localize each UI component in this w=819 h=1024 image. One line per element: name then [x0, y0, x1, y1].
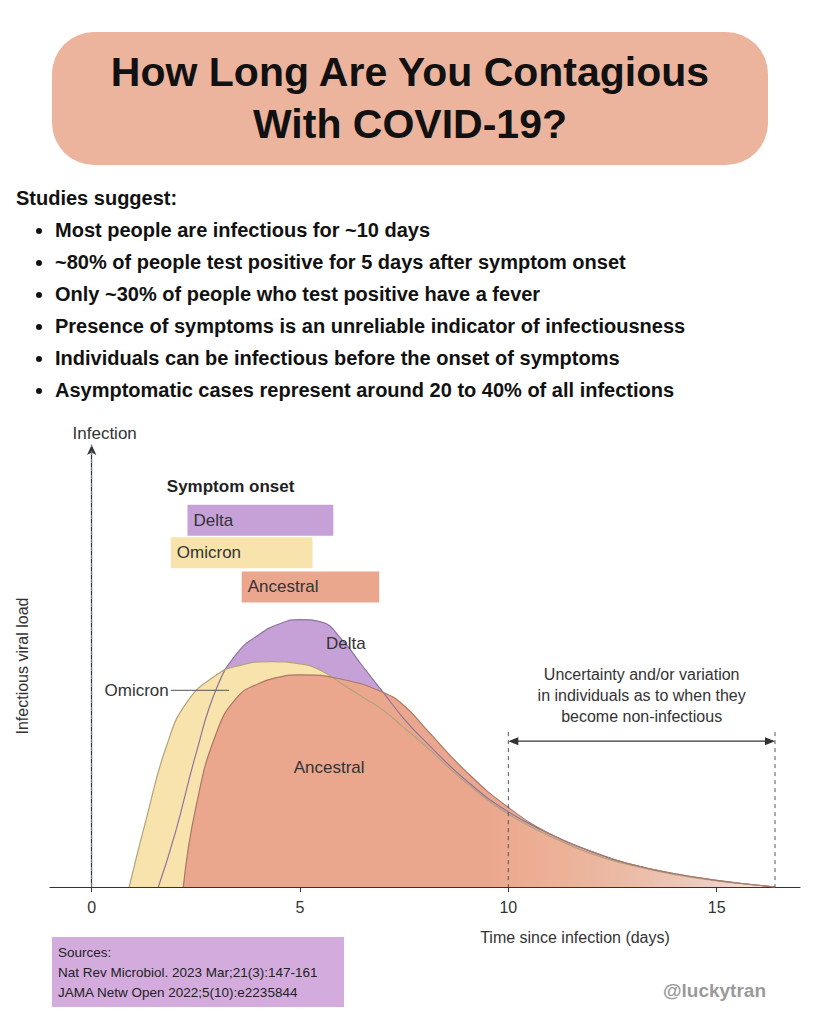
html-text:~80% of people test positive f: ~80% of people test positive for 5 days …: [55, 251, 626, 273]
svg-text:Time since infection (days): Time since infection (days): [480, 929, 670, 946]
svg-text:Infectious viral load: Infectious viral load: [14, 598, 31, 735]
html-text:@luckytran: @luckytran: [663, 980, 766, 1001]
html-text:Studies suggest:: Studies suggest:: [16, 187, 178, 209]
svg-text:become non-infectious: become non-infectious: [561, 708, 722, 725]
svg-text:10: 10: [499, 899, 517, 916]
svg-text:5: 5: [296, 899, 305, 916]
svg-text:Infection: Infection: [73, 424, 137, 443]
svg-text:Delta: Delta: [326, 634, 366, 653]
svg-text:15: 15: [708, 899, 726, 916]
svg-text:Delta: Delta: [194, 511, 234, 530]
html-text:Most people are infectious for: Most people are infectious for ~10 days: [55, 219, 431, 241]
html-text:Nat Rev Microbiol. 2023 Mar;21: Nat Rev Microbiol. 2023 Mar;21(3):147-16…: [58, 965, 318, 980]
html-text:Only ~30% of people who test p: Only ~30% of people who test positive ha…: [55, 283, 541, 305]
html-text:JAMA Netw Open 2022;5(10):e223: JAMA Netw Open 2022;5(10):e2235844: [58, 985, 298, 1000]
svg-text:Ancestral: Ancestral: [294, 758, 365, 777]
html-text:Presence of symptoms is an unr: Presence of symptoms is an unreliable in…: [55, 315, 686, 337]
html-text:Asymptomatic cases represent a: Asymptomatic cases represent around 20 t…: [55, 379, 675, 401]
html-text:Individuals can be infectious: Individuals can be infectious before the…: [55, 347, 620, 369]
svg-text:in individuals as to when they: in individuals as to when they: [538, 687, 746, 704]
svg-text:Omicron: Omicron: [105, 681, 169, 700]
svg-text:Uncertainty and/or variation: Uncertainty and/or variation: [544, 666, 740, 683]
svg-text:Ancestral: Ancestral: [248, 577, 319, 596]
svg-text:Omicron: Omicron: [177, 543, 241, 562]
svg-text:Symptom onset: Symptom onset: [167, 477, 295, 496]
svg-text:0: 0: [87, 899, 96, 916]
html-text:How Long Are You Contagious Wi: How Long Are You Contagious With COVID-1…: [110, 49, 710, 147]
html-text:Sources:: Sources:: [58, 945, 112, 960]
